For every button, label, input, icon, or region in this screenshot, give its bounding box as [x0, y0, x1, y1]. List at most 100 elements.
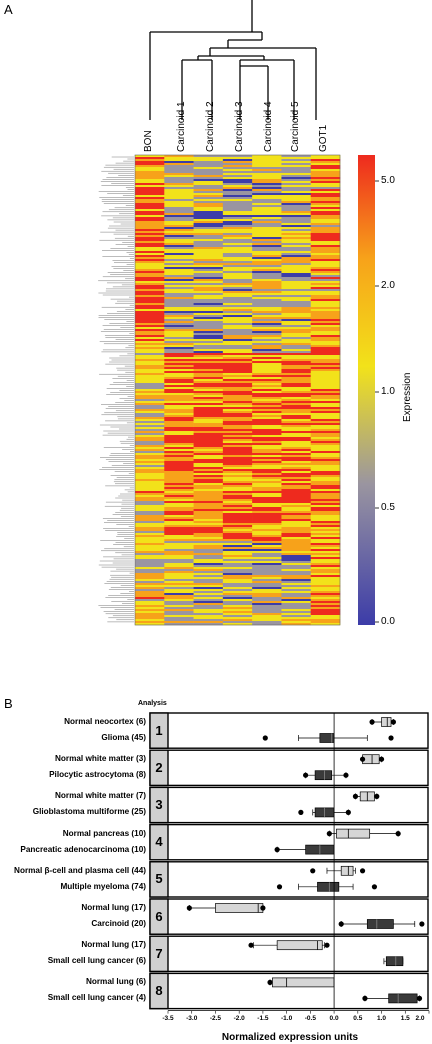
heatmap-cell	[164, 329, 194, 332]
heatmap-cell	[222, 309, 253, 312]
heatmap-cell	[193, 513, 224, 516]
heatmap-cell	[252, 453, 282, 456]
heatmap-cell	[252, 473, 282, 476]
heatmap-cell	[281, 441, 312, 444]
heatmap-cell	[135, 493, 165, 496]
heatmap-cell	[135, 383, 165, 386]
heatmap-cell	[310, 441, 341, 444]
heatmap-cell	[281, 583, 312, 586]
heatmap-cell	[135, 283, 165, 286]
heatmap-cell	[252, 257, 282, 260]
heatmap-cell	[222, 485, 253, 488]
heatmap-cell	[222, 293, 253, 296]
heatmap-cell	[135, 293, 165, 296]
heatmap-cell	[252, 295, 282, 298]
heatmap-cell	[252, 427, 282, 430]
heatmap-cell	[135, 553, 165, 556]
heatmap-cell	[193, 263, 224, 266]
heatmap-cell	[193, 211, 224, 214]
heatmap-cell	[310, 175, 341, 178]
heatmap-cell	[222, 263, 253, 266]
heatmap-cell	[222, 405, 253, 408]
heatmap-cell	[193, 251, 224, 254]
heatmap-cell	[310, 187, 341, 190]
heatmap-cell	[135, 229, 165, 232]
heatmap-cell	[252, 405, 282, 408]
heatmap-cell	[252, 547, 282, 550]
heatmap-cell	[222, 473, 253, 476]
heatmap-cell	[193, 315, 224, 318]
heatmap-cell	[252, 187, 282, 190]
heatmap-cell	[164, 261, 194, 264]
heatmap-cell	[252, 585, 282, 588]
heatmap-cell	[135, 357, 165, 360]
heatmap-cell	[222, 615, 253, 618]
heatmap-cell	[281, 279, 312, 282]
heatmap-cell	[281, 195, 312, 198]
heatmap-cell	[252, 407, 282, 410]
heatmap-cell	[222, 171, 253, 174]
heatmap-cell	[222, 433, 253, 436]
heatmap-cell	[135, 473, 165, 476]
heatmap-cell	[135, 187, 165, 190]
heatmap-cell	[135, 345, 165, 348]
outlier-point	[352, 793, 359, 799]
colorbar-tick: 1.0	[381, 386, 395, 397]
heatmap-cell	[135, 617, 165, 620]
heatmap-cell	[252, 323, 282, 326]
heatmap-cell	[164, 591, 194, 594]
heatmap-cell	[135, 557, 165, 560]
heatmap-cell	[164, 461, 194, 464]
heatmap-cell	[135, 567, 165, 570]
heatmap-cell	[135, 167, 165, 170]
heatmap-cell	[281, 501, 312, 504]
heatmap-cell	[252, 169, 282, 172]
heatmap-cell	[310, 517, 341, 520]
heatmap-cell	[222, 421, 253, 424]
heatmap-cell	[193, 509, 224, 512]
heatmap-cell	[135, 471, 165, 474]
heatmap-cell	[310, 335, 341, 338]
heatmap-cell	[193, 195, 224, 198]
heatmap-cell	[164, 215, 194, 218]
heatmap-cell	[222, 591, 253, 594]
heatmap-cell	[281, 165, 312, 168]
heatmap-cell	[135, 329, 165, 332]
heatmap-cell	[222, 365, 253, 368]
colorbar-tick: 2.0	[381, 280, 395, 291]
heatmap-cell	[310, 225, 341, 228]
heatmap-cell	[135, 391, 165, 394]
heatmap-cell	[222, 229, 253, 232]
heatmap-cell	[281, 439, 312, 442]
heatmap-cell	[281, 457, 312, 460]
heatmap-cell	[310, 467, 341, 470]
heatmap-cell	[222, 515, 253, 518]
heatmap-cell	[164, 511, 194, 514]
heatmap-cell	[135, 179, 165, 182]
heatmap-cell	[281, 493, 312, 496]
heatmap-cell	[164, 331, 194, 334]
heatmap-cell	[135, 521, 165, 524]
heatmap-cell	[310, 207, 341, 210]
heatmap-cell	[281, 541, 312, 544]
heatmap-cell	[281, 275, 312, 278]
heatmap-cell	[252, 503, 282, 506]
heatmap-cell	[252, 609, 282, 612]
heatmap-cell	[281, 387, 312, 390]
heatmap-cell	[281, 499, 312, 502]
heatmap-cell	[310, 595, 341, 598]
heatmap-cell	[252, 373, 282, 376]
heatmap-cell	[135, 373, 165, 376]
heatmap-cell	[281, 403, 312, 406]
heatmap-cell	[164, 549, 194, 552]
heatmap-cell	[164, 543, 194, 546]
heatmap-cell	[135, 269, 165, 272]
heatmap-cell	[135, 455, 165, 458]
heatmap-cell	[252, 553, 282, 556]
heatmap-cell	[222, 417, 253, 420]
heatmap-cell	[252, 339, 282, 342]
heatmap-cell	[222, 489, 253, 492]
heatmap-cell	[164, 315, 194, 318]
outlier-point	[371, 884, 378, 890]
heatmap-cell	[252, 409, 282, 412]
